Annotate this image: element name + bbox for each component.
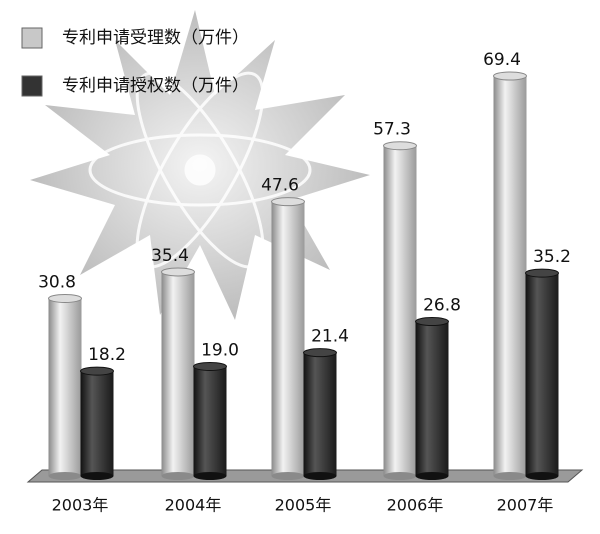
- bar-base: [415, 472, 449, 480]
- bar-base: [271, 472, 305, 480]
- legend-swatch: [21, 27, 43, 49]
- bar-cap: [80, 366, 114, 376]
- bar-cap: [161, 267, 195, 277]
- legend-swatch: [21, 75, 43, 97]
- data-label: 35.4: [151, 246, 189, 266]
- bar-cap: [48, 293, 82, 303]
- bar-cap: [493, 71, 527, 81]
- x-tick-label: 2006年: [387, 496, 444, 515]
- data-label: 47.6: [261, 176, 299, 196]
- bar-base: [80, 472, 114, 480]
- legend-label: 专利申请授权数（万件）: [62, 76, 249, 96]
- bar-cap: [383, 141, 417, 151]
- bar: [48, 298, 82, 476]
- data-label: 18.2: [88, 345, 126, 365]
- data-label: 57.3: [373, 120, 411, 140]
- bar-base: [48, 472, 82, 480]
- x-tick-label: 2007年: [497, 496, 554, 515]
- bar-cap: [303, 348, 337, 358]
- x-tick-label: 2004年: [165, 496, 222, 515]
- data-label: 69.4: [483, 50, 521, 70]
- bar-cap: [193, 361, 227, 371]
- bar: [415, 321, 449, 476]
- bar-base: [383, 472, 417, 480]
- bar-base: [161, 472, 195, 480]
- data-label: 26.8: [423, 296, 461, 316]
- x-tick-label: 2005年: [275, 496, 332, 515]
- x-tick-label: 2003年: [52, 496, 109, 515]
- bar-base: [493, 472, 527, 480]
- bar-cap: [271, 197, 305, 207]
- data-label: 30.8: [38, 272, 76, 292]
- bar-cap: [525, 268, 559, 278]
- bar-base: [193, 472, 227, 480]
- background-star: [30, 10, 370, 320]
- bar-base: [303, 472, 337, 480]
- bar: [383, 145, 417, 476]
- bar-base: [525, 472, 559, 480]
- data-label: 19.0: [201, 340, 239, 360]
- data-label: 21.4: [311, 327, 349, 347]
- bar-cap: [415, 317, 449, 327]
- bar: [303, 352, 337, 476]
- bar: [193, 366, 227, 476]
- bar: [493, 76, 527, 476]
- bar: [271, 201, 305, 476]
- bar: [525, 273, 559, 476]
- legend-label: 专利申请受理数（万件）: [62, 28, 249, 48]
- bar: [80, 371, 114, 476]
- data-label: 35.2: [533, 247, 571, 267]
- bar: [161, 271, 195, 476]
